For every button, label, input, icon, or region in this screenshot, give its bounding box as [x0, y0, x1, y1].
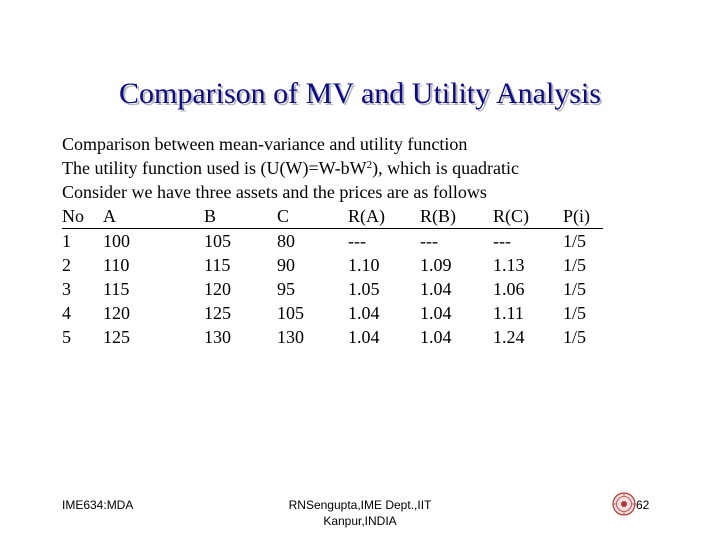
- table-cell: 1.04: [420, 279, 452, 299]
- table-cell: ---: [420, 231, 438, 251]
- assets-intro-line: Consider we have three assets and the pr…: [62, 182, 487, 202]
- slide-content: Comparison between mean-variance and uti…: [62, 132, 603, 349]
- table-cell: 120: [204, 279, 231, 299]
- table-cell: 1/5: [563, 279, 587, 299]
- asset-prices-table: No A B C R(A) R(B) R(C) P(i) 1 100 105 8…: [62, 204, 603, 349]
- table-row: 5 125 130 130 1.04 1.04 1.24 1/5: [62, 325, 603, 349]
- utility-function-line: The utility function used is (U(W)=W-bW2…: [62, 156, 603, 180]
- table-cell: 1/5: [563, 231, 587, 251]
- table-cell: 105: [204, 231, 231, 251]
- table-row: 4 120 125 105 1.04 1.04 1.11 1/5: [62, 301, 603, 325]
- table-cell: 1/5: [563, 255, 587, 275]
- table-cell: 130: [204, 327, 231, 347]
- table-cell: 110: [103, 255, 130, 275]
- slide-title: Comparison of MV and Utility Analysis: [119, 77, 601, 110]
- table-row: 2 110 115 90 1.10 1.09 1.13 1/5: [62, 253, 603, 277]
- table-cell: 130: [277, 327, 304, 347]
- table-cell: 3: [62, 279, 71, 299]
- table-cell: 1.04: [348, 303, 380, 323]
- table-row: 1 100 105 80 --- --- --- 1/5: [62, 229, 603, 254]
- table-cell: 100: [103, 231, 130, 251]
- utility-function-text: The utility function used is (U(W)=W-bW: [62, 158, 367, 178]
- table-cell: 125: [204, 303, 231, 323]
- table-cell: 105: [277, 303, 304, 323]
- table-cell: 125: [103, 327, 130, 347]
- footer-author: RNSengupta,IME Dept.,IIT Kanpur,INDIA: [260, 497, 460, 529]
- table-cell: 90: [277, 255, 295, 275]
- page-number: 62: [636, 498, 650, 512]
- header-rc: R(C): [493, 204, 563, 229]
- table-cell: 1.05: [348, 279, 380, 299]
- table-cell: 1.10: [348, 255, 380, 275]
- header-ra: R(A): [348, 204, 420, 229]
- header-a: A: [103, 204, 204, 229]
- table-cell: 1.11: [493, 303, 524, 323]
- intro-line: Comparison between mean-variance and uti…: [62, 134, 468, 154]
- exponent: 2: [366, 159, 373, 171]
- table-cell: ---: [493, 231, 511, 251]
- table-cell: 1/5: [563, 303, 587, 323]
- table-cell: ---: [348, 231, 366, 251]
- header-no: No: [62, 204, 103, 229]
- table-cell: 5: [62, 327, 71, 347]
- table-cell: 1.04: [420, 303, 452, 323]
- institute-seal-icon: [612, 492, 636, 516]
- header-pi: P(i): [563, 204, 603, 229]
- footer-course: IME634:MDA: [62, 498, 134, 512]
- table-cell: 80: [277, 231, 295, 251]
- table-cell: 1.04: [420, 327, 452, 347]
- table-cell: 1.13: [493, 255, 525, 275]
- table-cell: 1/5: [563, 327, 587, 347]
- table-cell: 95: [277, 279, 295, 299]
- table-cell: 1.06: [493, 279, 525, 299]
- table-cell: 4: [62, 303, 71, 323]
- table-cell: 1.04: [348, 327, 380, 347]
- footer-author-line1: RNSengupta,IME Dept.,IIT: [288, 498, 432, 512]
- utility-function-suffix: ), which is quadratic: [372, 158, 520, 178]
- footer-author-line2: Kanpur,INDIA: [323, 514, 397, 528]
- table-cell: 1: [62, 231, 71, 251]
- header-b: B: [204, 204, 277, 229]
- header-rb: R(B): [420, 204, 493, 229]
- table-cell: 2: [62, 255, 71, 275]
- table-header-row: No A B C R(A) R(B) R(C) P(i): [62, 204, 603, 229]
- table-cell: 1.24: [493, 327, 525, 347]
- table-row: 3 115 120 95 1.05 1.04 1.06 1/5: [62, 277, 603, 301]
- header-c: C: [277, 204, 348, 229]
- table-cell: 120: [103, 303, 130, 323]
- table-cell: 1.09: [420, 255, 452, 275]
- table-cell: 115: [204, 255, 231, 275]
- table-cell: 115: [103, 279, 130, 299]
